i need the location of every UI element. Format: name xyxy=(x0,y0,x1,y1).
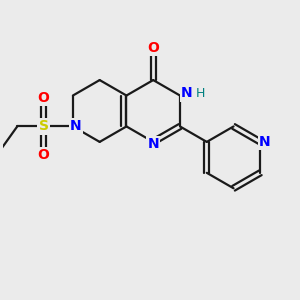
Text: O: O xyxy=(147,41,159,55)
Text: O: O xyxy=(38,91,50,105)
Text: N: N xyxy=(147,137,159,151)
Text: N: N xyxy=(70,119,82,134)
Text: H: H xyxy=(196,87,205,100)
Text: O: O xyxy=(38,148,50,162)
Text: N: N xyxy=(181,86,192,100)
Text: N: N xyxy=(259,135,271,149)
Text: S: S xyxy=(38,119,49,134)
